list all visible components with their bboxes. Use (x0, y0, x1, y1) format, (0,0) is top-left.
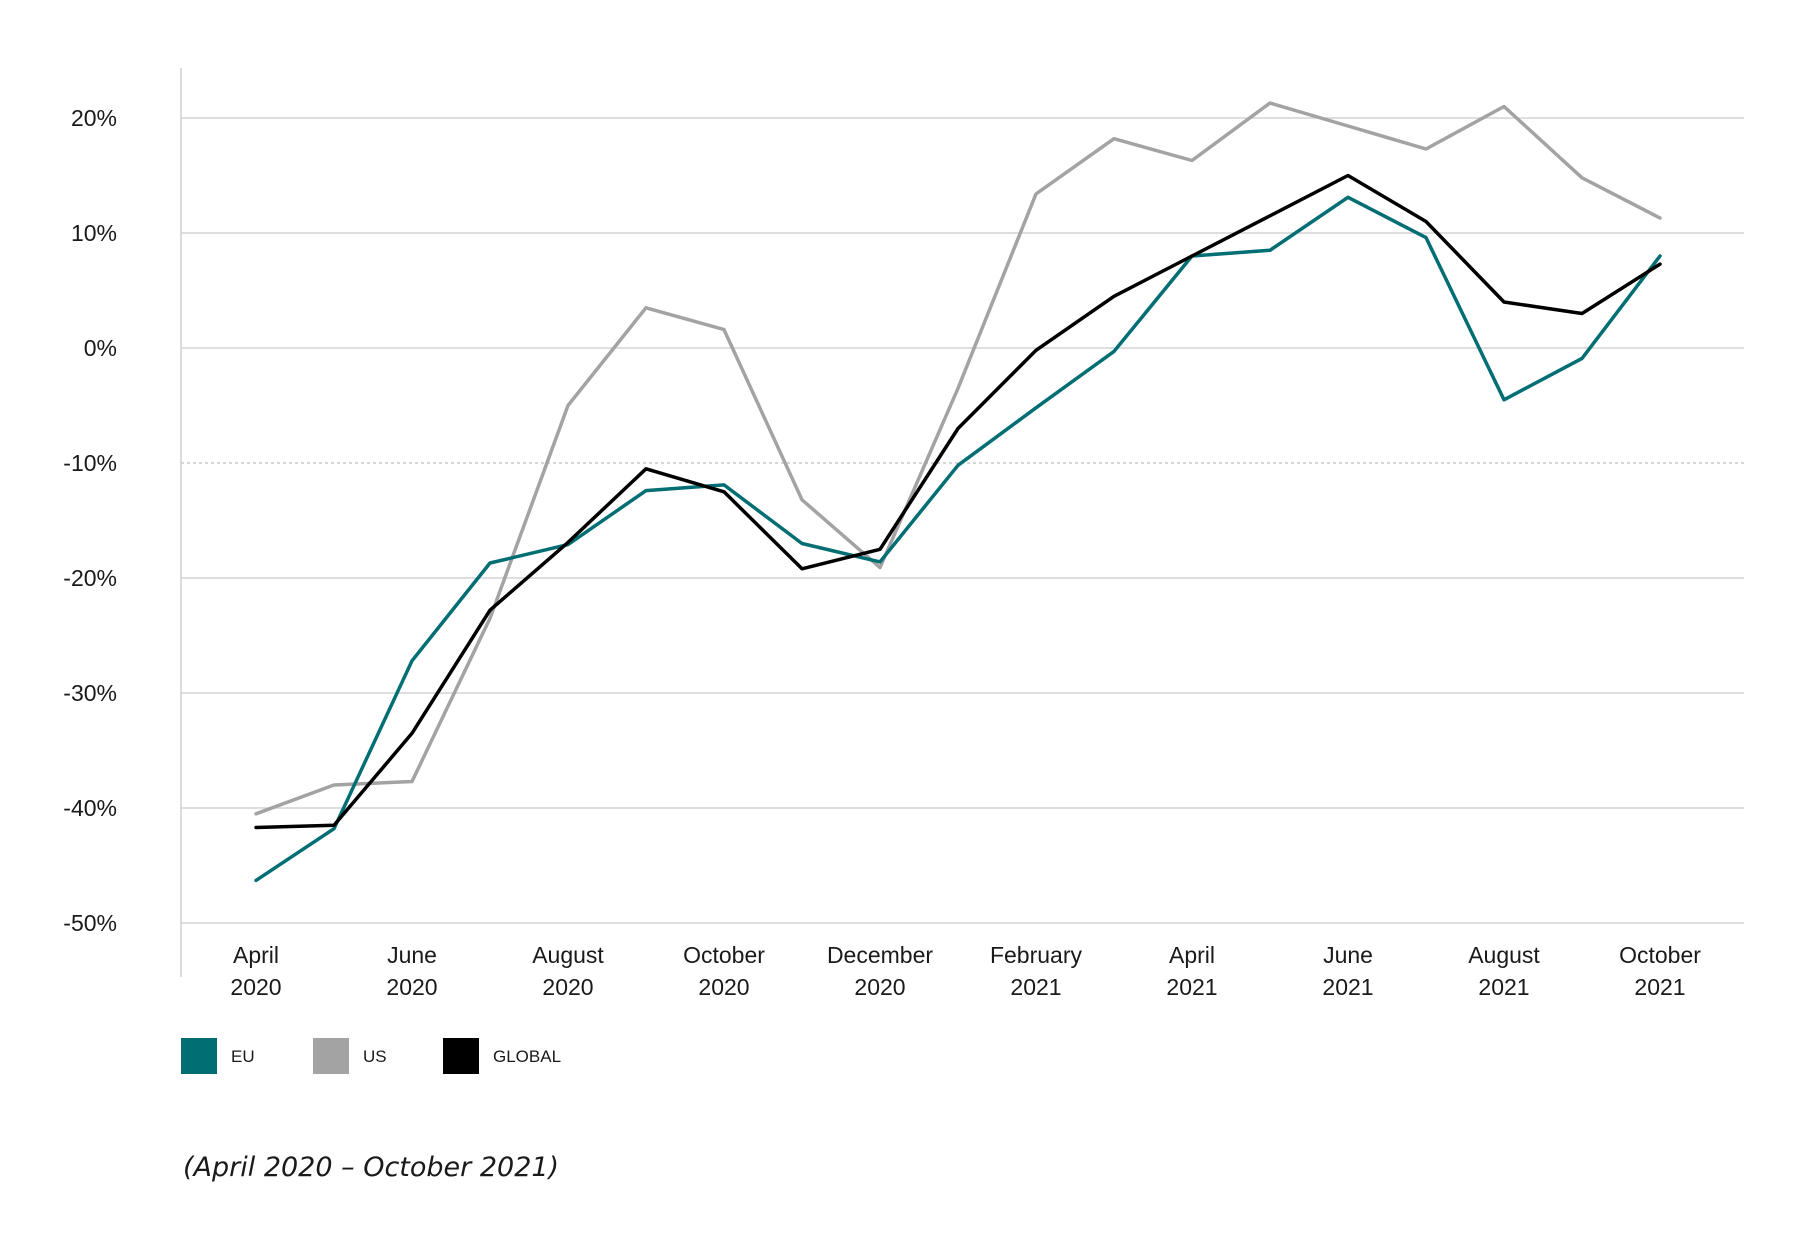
y-axis-tick-labels: 20% 10% 0% -10% -20% -30% -40% -50% (63, 105, 117, 936)
x-tick-label: 2021 (1166, 974, 1217, 1000)
x-tick-label: October (683, 942, 765, 968)
legend: EU US GLOBAL (181, 1038, 561, 1074)
x-tick-label: April (233, 942, 279, 968)
x-tick-label: 2021 (1010, 974, 1061, 1000)
legend-swatch-global (443, 1038, 479, 1074)
x-tick-label: 2020 (230, 974, 281, 1000)
x-tick-label: 2020 (386, 974, 437, 1000)
x-tick-label: 2021 (1478, 974, 1529, 1000)
gridlines (181, 117, 1744, 924)
x-tick-label: 2020 (854, 974, 905, 1000)
legend-label-eu: EU (231, 1047, 255, 1066)
x-tick-label: 2021 (1322, 974, 1373, 1000)
legend-swatch-us (313, 1038, 349, 1074)
y-tick-label: -20% (63, 565, 117, 591)
y-tick-label: 20% (71, 105, 117, 131)
x-tick-label: December (827, 942, 933, 968)
y-tick-label: 0% (84, 335, 117, 361)
x-tick-label: June (1323, 942, 1373, 968)
x-tick-label: February (990, 942, 1083, 968)
legend-label-global: GLOBAL (493, 1047, 561, 1066)
series-lines (254, 101, 1662, 883)
y-tick-label: -10% (63, 450, 117, 476)
x-tick-label: April (1169, 942, 1215, 968)
series-line-us (254, 101, 1662, 816)
legend-label-us: US (363, 1047, 387, 1066)
x-tick-label: August (1468, 942, 1540, 968)
legend-swatch-eu (181, 1038, 217, 1074)
x-axis-tick-labels: April 2020 June 2020 August 2020 October 2020 De… (230, 942, 1701, 1000)
series-line-eu (254, 195, 1662, 883)
x-tick-label: August (532, 942, 604, 968)
y-tick-label: -40% (63, 795, 117, 821)
x-tick-label: June (387, 942, 437, 968)
series-line-global (254, 173, 1662, 830)
y-tick-label: -50% (63, 910, 117, 936)
y-tick-label: -30% (63, 680, 117, 706)
y-tick-label: 10% (71, 220, 117, 246)
x-tick-label: 2020 (542, 974, 593, 1000)
chart-caption: (April 2020 – October 2021) (183, 1152, 559, 1183)
x-tick-label: October (1619, 942, 1701, 968)
x-tick-label: 2021 (1634, 974, 1685, 1000)
x-tick-label: 2020 (698, 974, 749, 1000)
